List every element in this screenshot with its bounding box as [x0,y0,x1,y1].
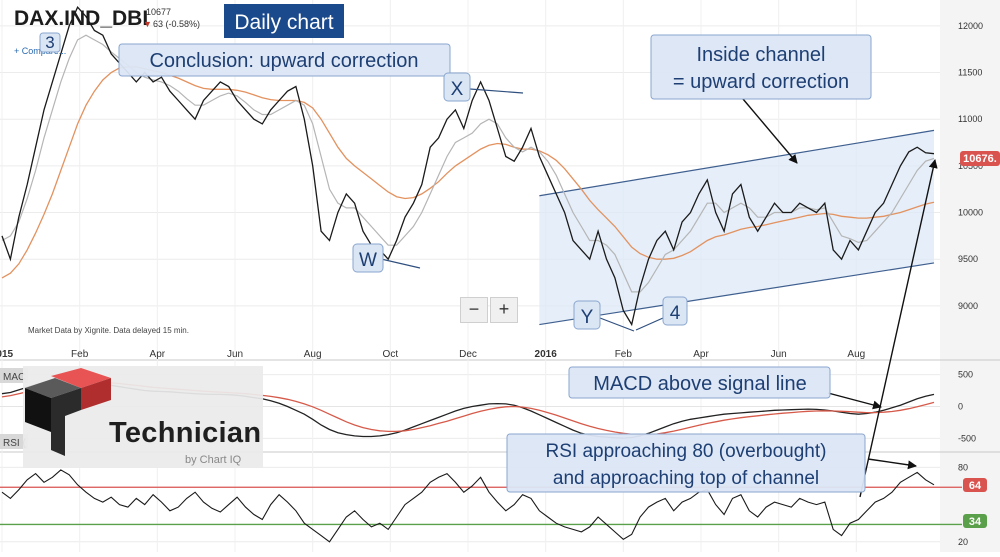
wave-x-badge: X [443,72,471,102]
conclusion-callout: Conclusion: upward correction [118,43,451,77]
current-price-badge: 10676. [960,151,1000,166]
technician-logo-by: by Chart IQ [185,454,242,466]
inside-channel-line1: Inside channel [697,44,826,66]
zoom-in-button[interactable]: + [490,297,518,323]
daily-chart-label: Daily chart [234,11,333,34]
technician-logo-icon [25,368,111,456]
x-tick-label: Aug [847,349,865,360]
x-tick-label: Apr [693,349,709,360]
rsi-upper-badge-value: 64 [969,480,982,492]
x-tick-label: 2015 [0,349,14,360]
x-tick-label: Feb [71,349,89,360]
down-arrow-icon: ▼ [143,19,152,29]
rsi-note-line1: RSI approaching 80 (overbought) [546,441,827,462]
rsi-lower-badge-value: 34 [969,516,982,528]
inside-channel-arrow [742,98,798,164]
price-change: 63 (-0.58%) [153,19,200,29]
channel-upper-line [539,129,935,197]
y-tick-label: 12000 [958,21,983,31]
channel-area [539,130,934,325]
macd-note-arrow [827,392,882,410]
x-tick-label: Feb [615,349,633,360]
x-tick-label: 2016 [535,349,558,360]
technician-logo: Technician by Chart IQ [23,366,263,468]
current-price-value: 10676. [963,153,997,165]
rsi-tag-bg [0,434,28,449]
wave-x-label: X [451,79,464,100]
rsi-lower-badge: 34 [963,514,987,528]
y-tick-label: 10000 [958,208,983,218]
y-tick-label: 0 [958,402,963,412]
wave-w-label: W [359,250,377,271]
inside-channel-line2: = upward correction [673,71,849,93]
channel-top-arrow [859,159,938,498]
x-tick-label: Jun [771,349,787,360]
market-data-credit: Market Data by Xignite. Data delayed 15 … [28,326,189,335]
wave-4-label: 4 [670,303,681,324]
y-tick-label: 11000 [958,114,982,124]
y-tick-label: 80 [958,462,968,472]
wave-y-label: Y [581,307,594,328]
callout-y-pointer [599,317,635,332]
moving-average-short-line [1,34,935,293]
macd-note-callout: MACD above signal line [568,366,831,399]
wave-y-badge: Y [573,300,601,330]
wave-4-badge: 4 [662,296,688,326]
wave-w-badge: W [352,243,384,273]
channel-lower-line [539,262,935,326]
technician-logo-name: Technician [109,417,262,449]
symbol-title: DAX.IND_DBI [14,7,148,30]
x-axis-ticks: 2015 Feb Apr Jun Aug Oct Dec 2016 Feb Apr Jun Aug [0,349,865,360]
callout-w-pointer [380,258,421,269]
y-tick-label: 9500 [958,254,978,264]
wave-3-label: 3 [45,33,54,52]
macd-tag: MAC [3,372,25,383]
last-price: 10677 [146,7,171,17]
conclusion-label: Conclusion: upward correction [149,50,418,72]
y-tick-label: 20 [958,537,968,547]
x-tick-label: Oct [383,349,399,360]
macd-note-label: MACD above signal line [593,373,806,395]
callout-4-pointer [635,317,664,331]
x-tick-label: Jun [227,349,243,360]
y-tick-label: 11500 [958,68,982,78]
daily-chart-badge: Daily chart [224,4,344,38]
rsi-line [1,469,935,543]
rsi-note-line2: and approaching top of channel [553,468,819,489]
y-tick-label: 500 [958,370,973,380]
y-axis-gutter [940,0,1000,552]
wave-3-badge: 3 [39,32,61,53]
y-tick-label: -500 [958,433,976,443]
x-tick-label: Apr [150,349,166,360]
callout-x-pointer [469,88,524,94]
zoom-out-button[interactable]: − [460,297,488,323]
rsi-note-arrow [867,458,917,470]
rsi-note-callout: RSI approaching 80 (overbought) and appr… [506,433,866,493]
x-tick-label: Dec [459,349,477,360]
rsi-tag: RSI ( [3,438,26,449]
rsi-upper-badge: 64 [963,478,987,492]
y-tick-label: 9000 [958,301,978,311]
inside-channel-callout: Inside channel = upward correction [650,34,872,100]
macd-tag-bg [0,368,28,383]
x-tick-label: Aug [304,349,322,360]
price-line [1,6,935,327]
